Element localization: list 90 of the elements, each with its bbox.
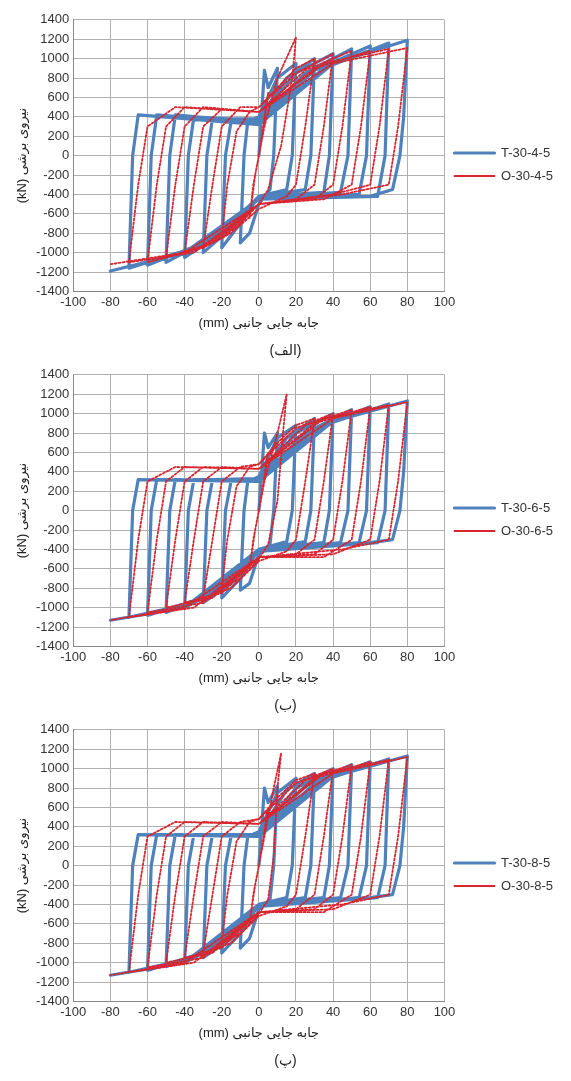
y-tick-label: -600 [43, 915, 70, 931]
y-tick-label: 200 [47, 482, 70, 498]
y-tick-label: 1400 [40, 366, 70, 382]
y-tick-label: 800 [47, 69, 70, 85]
x-tick-label: 0 [255, 293, 263, 309]
y-tick-label: -1200 [36, 618, 70, 634]
x-tick-label: -60 [138, 648, 157, 664]
y-tick-label: -1000 [36, 954, 70, 970]
y-tick-label: 800 [47, 424, 70, 440]
y-tick-label: -1200 [36, 973, 70, 989]
y-tick-label: -800 [43, 224, 70, 240]
x-tick-label: 20 [288, 648, 304, 664]
x-tick-label: -40 [175, 648, 195, 664]
y-tick-label: 0 [62, 857, 70, 873]
x-tick-label: 80 [400, 1003, 415, 1019]
y-tick-label: 0 [62, 502, 70, 518]
x-tick-label: 40 [325, 648, 341, 664]
legend-label: T-30-4-5 [500, 144, 551, 160]
y-tick-label: -1000 [36, 599, 70, 615]
x-tick-label: 60 [363, 293, 378, 309]
y-tick-label: 1000 [40, 405, 70, 421]
y-tick-label: -400 [43, 185, 70, 201]
y-tick-label: 1200 [40, 30, 70, 46]
legend-label: O-30-4-5 [500, 167, 554, 183]
x-tick-label: -60 [138, 293, 157, 309]
x-tick-label: 60 [363, 648, 378, 664]
y-tick-label: -600 [43, 560, 70, 576]
y-tick-label: 1400 [40, 11, 70, 27]
y-tick-label: -400 [43, 540, 70, 556]
y-tick-label: 1200 [40, 385, 70, 401]
x-tick-label: 0 [255, 648, 263, 664]
y-tick-label: -200 [43, 521, 70, 537]
y-tick-label: 800 [47, 779, 70, 795]
x-tick-label: 20 [288, 293, 304, 309]
y-tick-label: 1000 [40, 760, 70, 776]
x-axis-title: جابه جایی جانبی (mm) [198, 1024, 320, 1040]
x-tick-label: 60 [363, 1003, 378, 1019]
y-tick-label: -1400 [36, 992, 70, 1008]
y-tick-label: 600 [47, 88, 70, 104]
y-tick-label: -800 [43, 934, 70, 950]
y-axis-title: نیروی برشی (kN) [13, 817, 30, 914]
x-tick-label: 100 [433, 1003, 456, 1019]
x-tick-label: -80 [100, 1003, 120, 1019]
x-tick-label: 80 [400, 648, 415, 664]
x-tick-label: -60 [138, 1003, 157, 1019]
x-tick-label: -20 [212, 293, 232, 309]
legend-label: T-30-8-5 [500, 854, 551, 870]
text: (پ) [274, 1051, 297, 1069]
y-tick-label: -1000 [36, 244, 70, 260]
x-tick-label: 40 [325, 293, 341, 309]
y-tick-label: -1200 [36, 263, 70, 279]
y-tick-label: 200 [47, 127, 70, 143]
x-tick-label: -80 [100, 293, 120, 309]
y-tick-label: 600 [47, 443, 70, 459]
x-tick-label: 80 [400, 293, 415, 309]
text: (ب) [274, 696, 297, 713]
y-tick-label: -200 [43, 876, 70, 892]
text: (الف) [269, 341, 302, 358]
x-tick-label: 40 [325, 1003, 341, 1019]
x-tick-label: -40 [175, 1003, 195, 1019]
y-tick-label: -600 [43, 205, 70, 221]
y-axis-title: نیروی برشی (kN) [13, 107, 30, 204]
legend-label: O-30-8-5 [500, 877, 554, 893]
x-axis-title: جابه جایی جانبی (mm) [198, 669, 320, 685]
legend-label: T-30-6-5 [500, 499, 551, 515]
x-axis-title: جابه جایی جانبی (mm) [198, 314, 320, 330]
x-tick-label: -20 [212, 648, 232, 664]
y-tick-label: -400 [43, 895, 70, 911]
y-tick-label: -800 [43, 579, 70, 595]
x-tick-label: 0 [255, 1003, 263, 1019]
y-tick-label: -200 [43, 166, 70, 182]
x-tick-label: -20 [212, 1003, 232, 1019]
x-tick-label: 100 [433, 293, 456, 309]
y-tick-label: 1200 [40, 740, 70, 756]
y-tick-label: 400 [47, 818, 70, 834]
legend-label: O-30-6-5 [500, 522, 554, 538]
y-tick-label: 0 [62, 147, 70, 163]
x-tick-label: 20 [288, 1003, 304, 1019]
y-axis-title: نیروی برشی (kN) [13, 462, 30, 559]
y-tick-label: 1000 [40, 50, 70, 66]
y-tick-label: 400 [47, 108, 70, 124]
y-tick-label: -1400 [36, 282, 70, 298]
y-tick-label: 200 [47, 837, 70, 853]
y-tick-label: 400 [47, 463, 70, 479]
x-tick-label: 100 [433, 648, 456, 664]
x-tick-label: -40 [175, 293, 195, 309]
y-tick-label: 600 [47, 798, 70, 814]
y-tick-label: 1400 [40, 721, 70, 737]
y-tick-label: -1400 [36, 637, 70, 653]
x-tick-label: -80 [100, 648, 120, 664]
